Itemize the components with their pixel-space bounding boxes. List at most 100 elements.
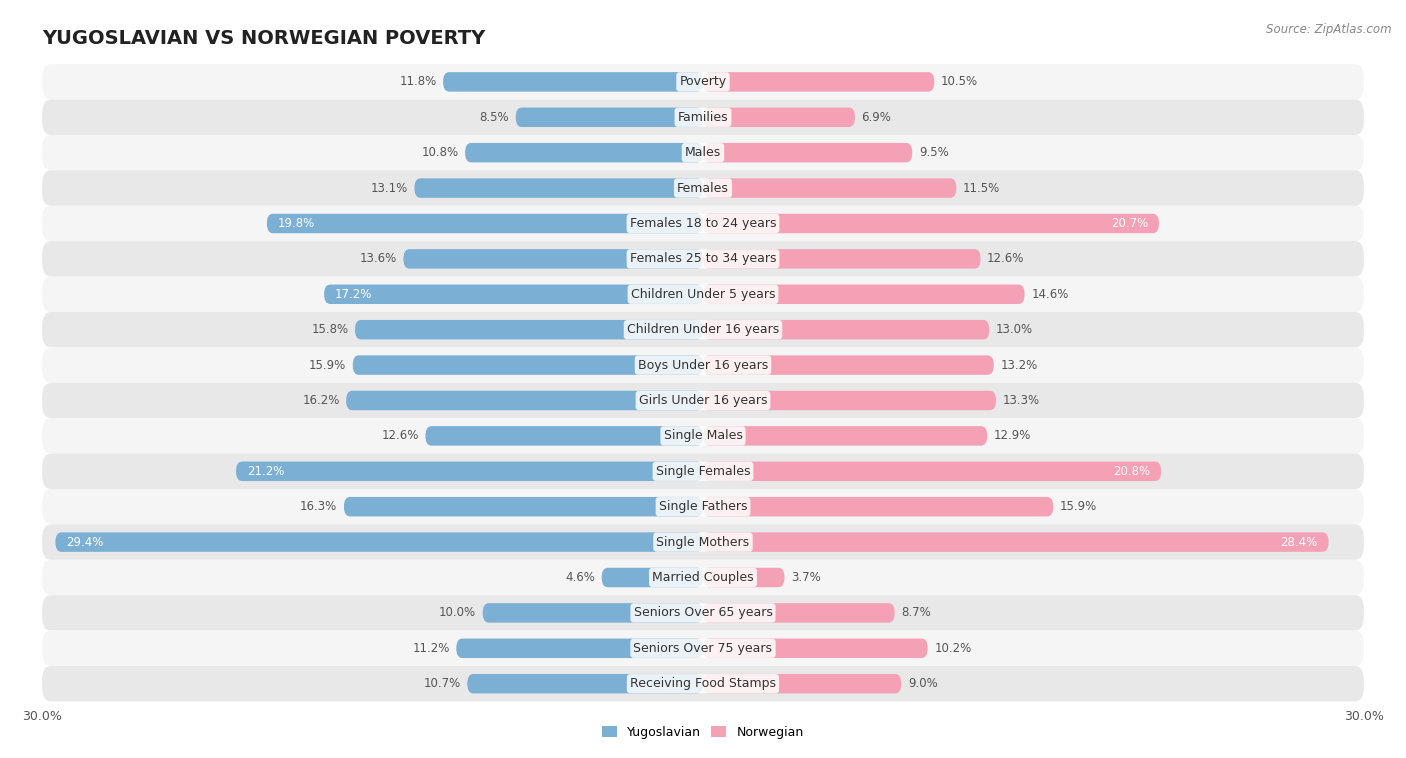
Text: 17.2%: 17.2% (335, 288, 373, 301)
Text: Single Males: Single Males (664, 429, 742, 443)
Text: 9.5%: 9.5% (920, 146, 949, 159)
Text: 12.9%: 12.9% (994, 429, 1031, 443)
FancyBboxPatch shape (426, 426, 703, 446)
FancyBboxPatch shape (42, 453, 1364, 489)
FancyBboxPatch shape (703, 603, 894, 622)
FancyBboxPatch shape (415, 178, 703, 198)
Text: 13.1%: 13.1% (371, 182, 408, 195)
Text: Boys Under 16 years: Boys Under 16 years (638, 359, 768, 371)
FancyBboxPatch shape (703, 320, 990, 340)
Text: 10.7%: 10.7% (423, 677, 461, 691)
FancyBboxPatch shape (457, 638, 703, 658)
FancyBboxPatch shape (703, 532, 1329, 552)
FancyBboxPatch shape (703, 108, 855, 127)
Text: 29.4%: 29.4% (66, 536, 104, 549)
Text: 16.2%: 16.2% (302, 394, 339, 407)
Text: Seniors Over 75 years: Seniors Over 75 years (634, 642, 772, 655)
Text: Poverty: Poverty (679, 75, 727, 89)
FancyBboxPatch shape (467, 674, 703, 694)
Text: 15.8%: 15.8% (311, 323, 349, 337)
FancyBboxPatch shape (703, 568, 785, 587)
FancyBboxPatch shape (42, 595, 1364, 631)
Text: Females: Females (678, 182, 728, 195)
FancyBboxPatch shape (42, 241, 1364, 277)
Text: 9.0%: 9.0% (908, 677, 938, 691)
FancyBboxPatch shape (703, 143, 912, 162)
Text: 13.0%: 13.0% (995, 323, 1033, 337)
Text: 20.7%: 20.7% (1111, 217, 1147, 230)
Text: Females 18 to 24 years: Females 18 to 24 years (630, 217, 776, 230)
FancyBboxPatch shape (42, 135, 1364, 171)
FancyBboxPatch shape (353, 356, 703, 374)
FancyBboxPatch shape (42, 99, 1364, 135)
Text: 28.4%: 28.4% (1281, 536, 1317, 549)
FancyBboxPatch shape (482, 603, 703, 622)
Text: 11.5%: 11.5% (963, 182, 1000, 195)
FancyBboxPatch shape (42, 666, 1364, 701)
Text: 11.2%: 11.2% (412, 642, 450, 655)
Text: YUGOSLAVIAN VS NORWEGIAN POVERTY: YUGOSLAVIAN VS NORWEGIAN POVERTY (42, 29, 485, 48)
Text: 4.6%: 4.6% (565, 571, 595, 584)
FancyBboxPatch shape (236, 462, 703, 481)
Text: 12.6%: 12.6% (381, 429, 419, 443)
FancyBboxPatch shape (703, 497, 1053, 516)
FancyBboxPatch shape (703, 249, 980, 268)
Text: Males: Males (685, 146, 721, 159)
FancyBboxPatch shape (346, 391, 703, 410)
FancyBboxPatch shape (465, 143, 703, 162)
Text: Families: Families (678, 111, 728, 124)
FancyBboxPatch shape (703, 178, 956, 198)
FancyBboxPatch shape (42, 560, 1364, 595)
Text: 13.2%: 13.2% (1001, 359, 1038, 371)
FancyBboxPatch shape (42, 525, 1364, 560)
Text: 16.3%: 16.3% (299, 500, 337, 513)
Text: 11.8%: 11.8% (399, 75, 436, 89)
Text: Single Mothers: Single Mothers (657, 536, 749, 549)
FancyBboxPatch shape (42, 383, 1364, 418)
FancyBboxPatch shape (703, 72, 934, 92)
Text: 13.3%: 13.3% (1002, 394, 1039, 407)
FancyBboxPatch shape (267, 214, 703, 233)
FancyBboxPatch shape (42, 205, 1364, 241)
Text: 15.9%: 15.9% (1060, 500, 1097, 513)
Text: 3.7%: 3.7% (792, 571, 821, 584)
FancyBboxPatch shape (55, 532, 703, 552)
FancyBboxPatch shape (404, 249, 703, 268)
FancyBboxPatch shape (703, 674, 901, 694)
Text: 10.5%: 10.5% (941, 75, 979, 89)
Text: 10.8%: 10.8% (422, 146, 458, 159)
FancyBboxPatch shape (354, 320, 703, 340)
Text: 8.7%: 8.7% (901, 606, 931, 619)
FancyBboxPatch shape (42, 64, 1364, 99)
FancyBboxPatch shape (42, 171, 1364, 205)
Text: 6.9%: 6.9% (862, 111, 891, 124)
Text: Source: ZipAtlas.com: Source: ZipAtlas.com (1267, 23, 1392, 36)
FancyBboxPatch shape (703, 356, 994, 374)
FancyBboxPatch shape (703, 462, 1161, 481)
FancyBboxPatch shape (42, 312, 1364, 347)
Text: 10.2%: 10.2% (934, 642, 972, 655)
FancyBboxPatch shape (42, 418, 1364, 453)
FancyBboxPatch shape (703, 214, 1159, 233)
FancyBboxPatch shape (42, 489, 1364, 525)
FancyBboxPatch shape (602, 568, 703, 587)
Text: 14.6%: 14.6% (1031, 288, 1069, 301)
FancyBboxPatch shape (344, 497, 703, 516)
Text: 8.5%: 8.5% (479, 111, 509, 124)
Text: 10.0%: 10.0% (439, 606, 477, 619)
FancyBboxPatch shape (42, 277, 1364, 312)
FancyBboxPatch shape (703, 284, 1025, 304)
Text: Children Under 16 years: Children Under 16 years (627, 323, 779, 337)
FancyBboxPatch shape (325, 284, 703, 304)
Text: Receiving Food Stamps: Receiving Food Stamps (630, 677, 776, 691)
Text: 20.8%: 20.8% (1114, 465, 1150, 478)
Text: Single Females: Single Females (655, 465, 751, 478)
Text: 15.9%: 15.9% (309, 359, 346, 371)
Text: 19.8%: 19.8% (278, 217, 315, 230)
Text: Seniors Over 65 years: Seniors Over 65 years (634, 606, 772, 619)
Text: 13.6%: 13.6% (360, 252, 396, 265)
Text: Girls Under 16 years: Girls Under 16 years (638, 394, 768, 407)
Legend: Yugoslavian, Norwegian: Yugoslavian, Norwegian (598, 721, 808, 744)
FancyBboxPatch shape (703, 391, 995, 410)
FancyBboxPatch shape (703, 638, 928, 658)
